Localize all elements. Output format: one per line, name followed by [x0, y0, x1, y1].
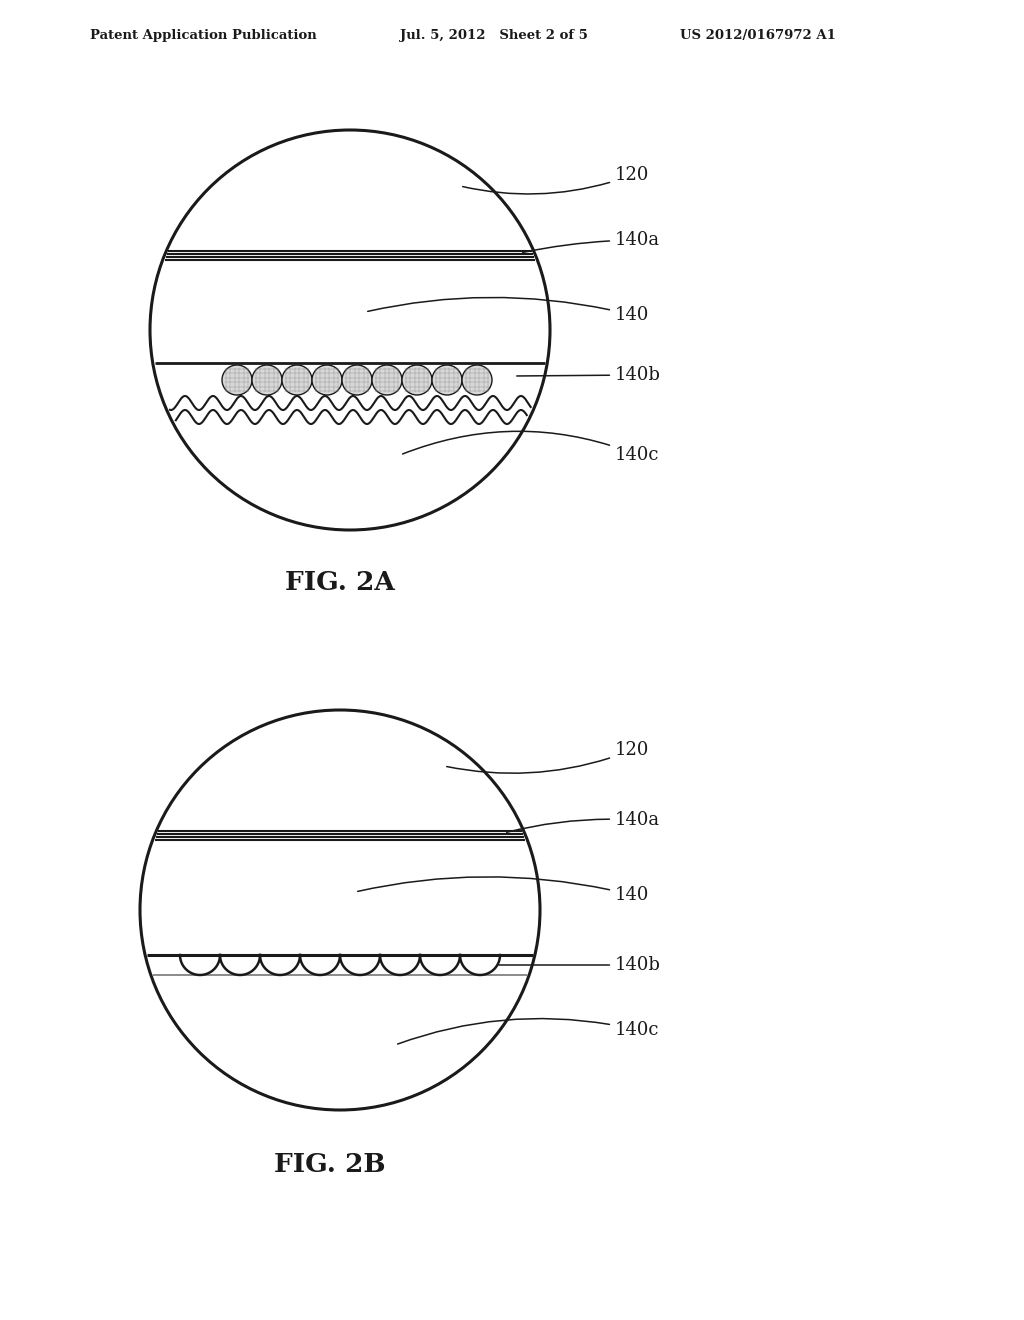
Text: US 2012/0167972 A1: US 2012/0167972 A1 [680, 29, 836, 41]
Circle shape [342, 366, 372, 395]
Text: 140: 140 [357, 876, 649, 904]
Text: 140b: 140b [499, 956, 660, 974]
Text: 140a: 140a [522, 231, 660, 252]
Text: 120: 120 [463, 166, 649, 194]
Text: FIG. 2B: FIG. 2B [274, 1152, 386, 1177]
Text: 140a: 140a [507, 810, 660, 833]
Circle shape [372, 366, 402, 395]
Text: 140b: 140b [517, 366, 660, 384]
Circle shape [432, 366, 462, 395]
Text: 140: 140 [368, 297, 649, 323]
Text: Patent Application Publication: Patent Application Publication [90, 29, 316, 41]
Circle shape [312, 366, 342, 395]
Circle shape [402, 366, 432, 395]
Circle shape [252, 366, 282, 395]
Text: FIG. 2A: FIG. 2A [285, 569, 395, 594]
Text: Jul. 5, 2012   Sheet 2 of 5: Jul. 5, 2012 Sheet 2 of 5 [400, 29, 588, 41]
Circle shape [222, 366, 252, 395]
Circle shape [462, 366, 492, 395]
Text: 140c: 140c [402, 432, 659, 465]
Text: 140c: 140c [397, 1019, 659, 1044]
Text: 120: 120 [446, 741, 649, 774]
Circle shape [282, 366, 312, 395]
